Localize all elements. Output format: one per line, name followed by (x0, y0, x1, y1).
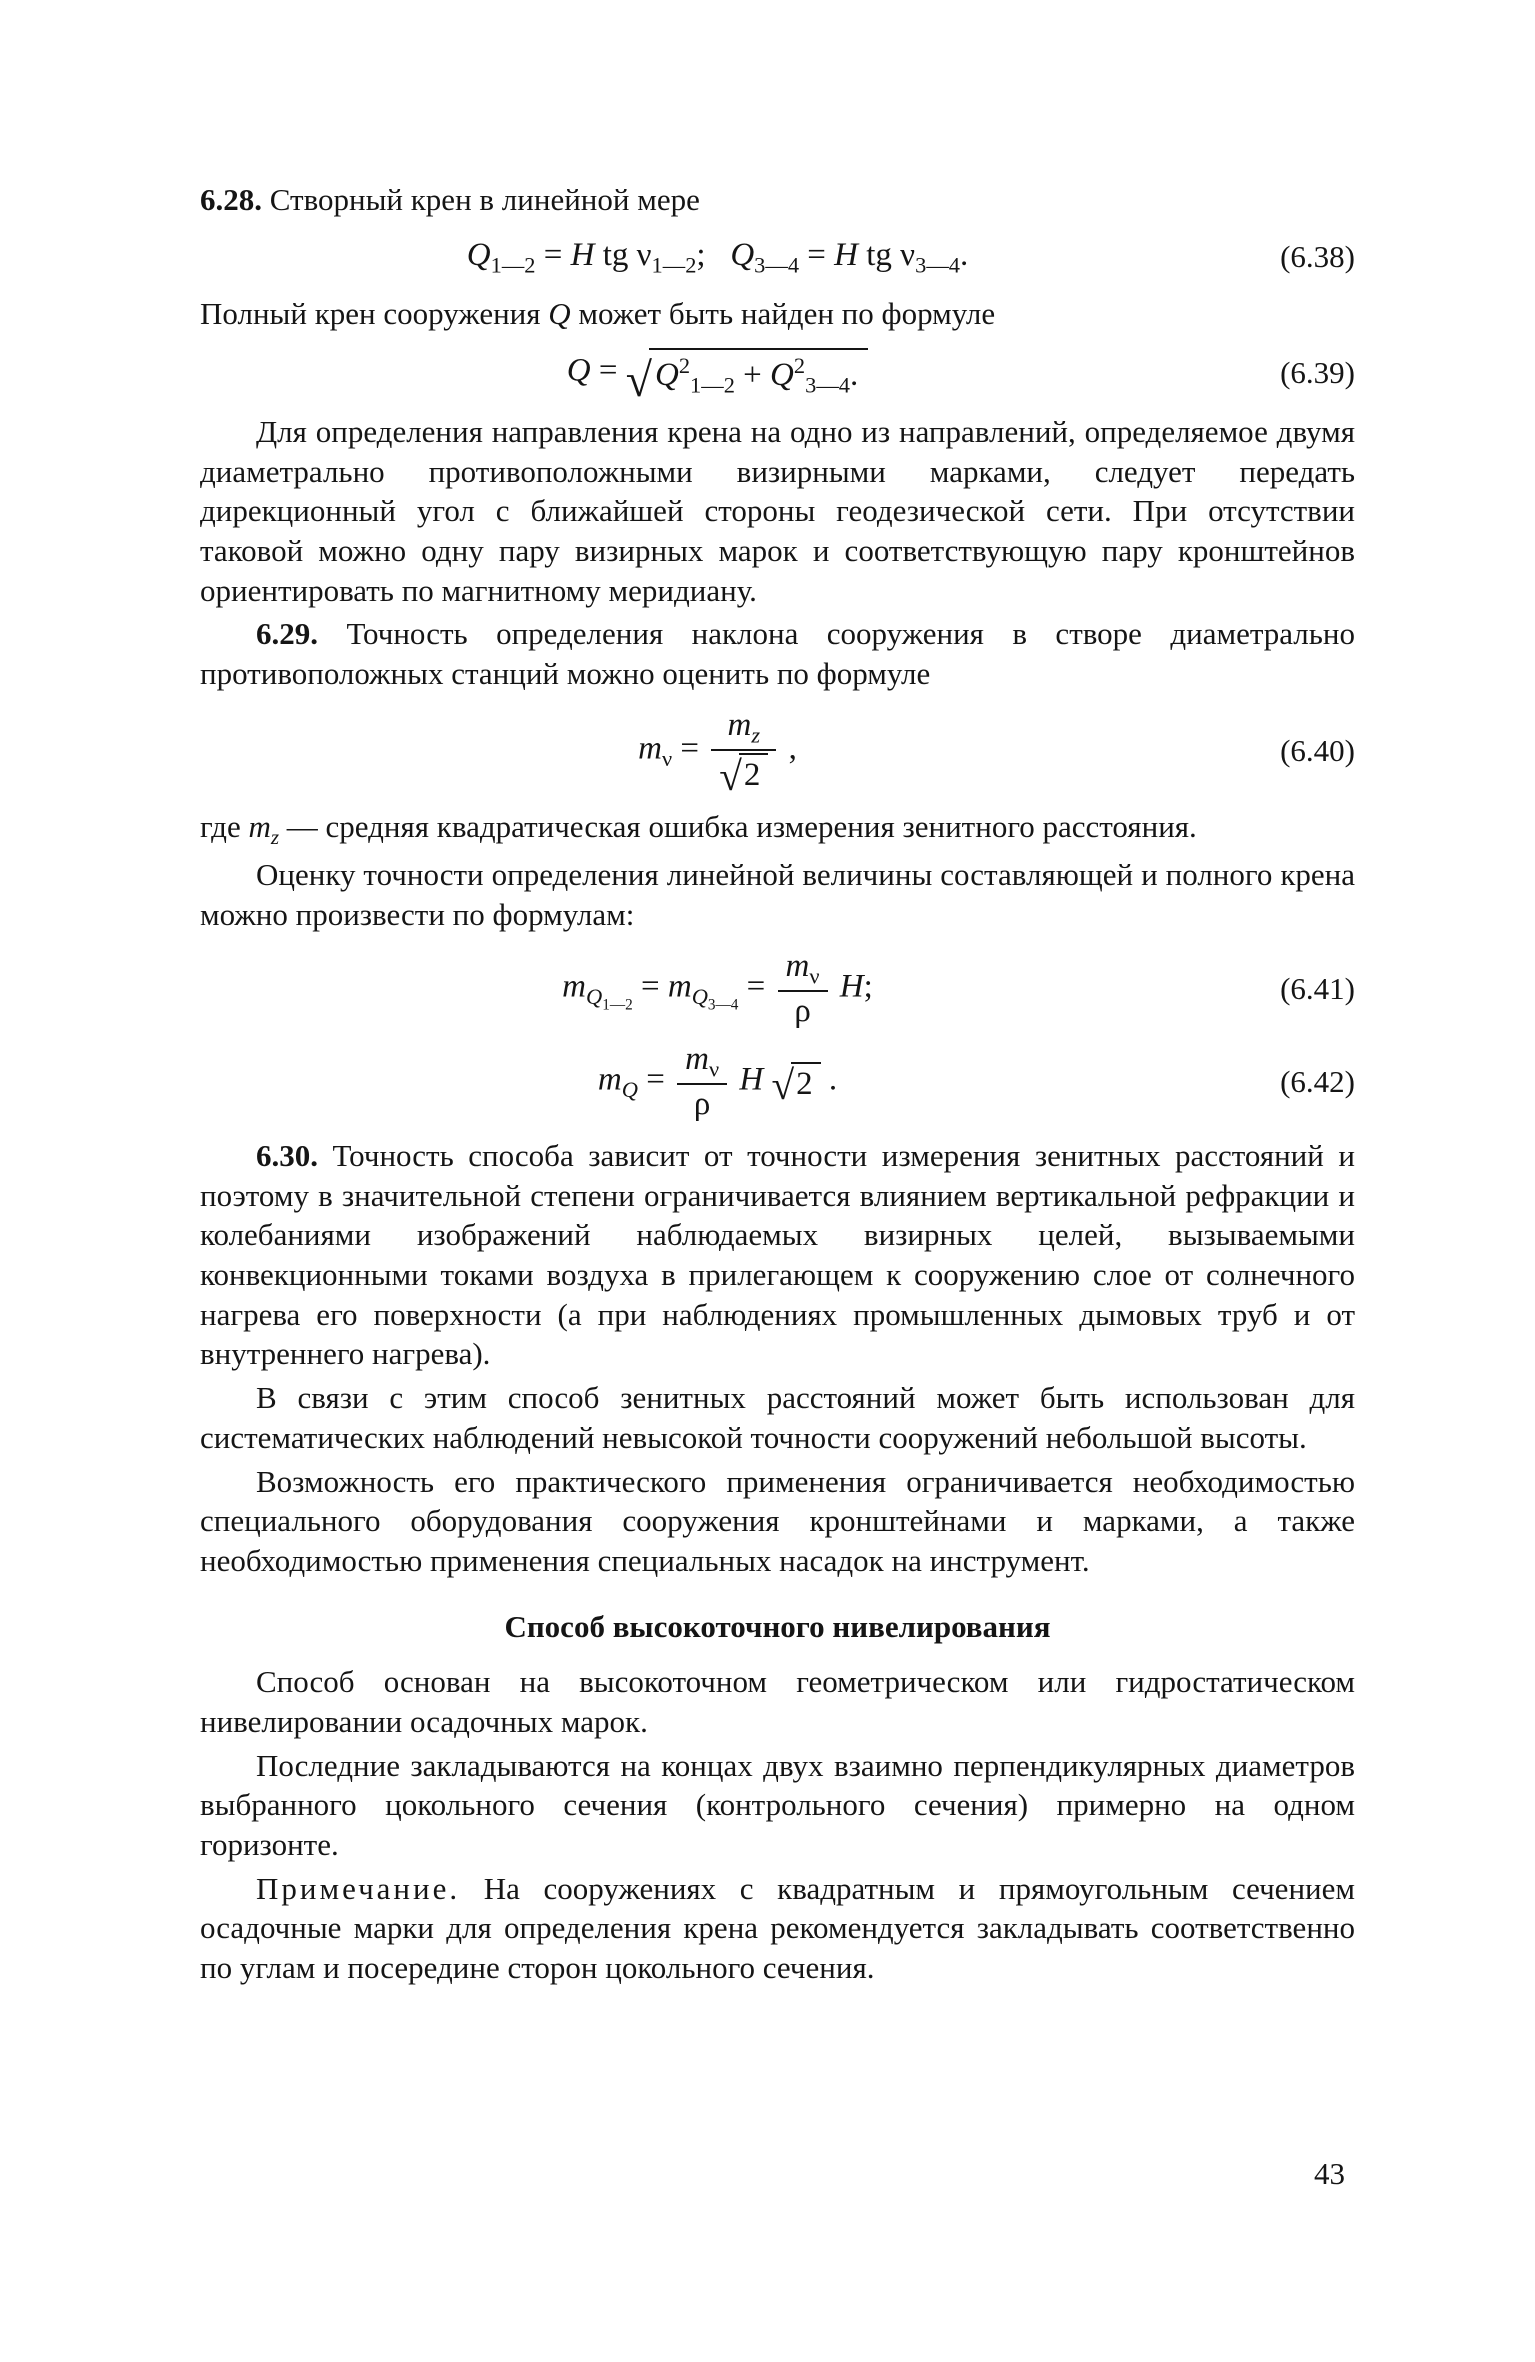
equation-639-row: Q = √ Q21—2 + Q23—4. (6.39) (200, 348, 1355, 398)
fraction-den: √2 (711, 751, 776, 793)
fraction: mz √2 (711, 708, 776, 793)
equation-642-number: (6.42) (1235, 1062, 1355, 1102)
text: Полный крен сооружения Q может быть найд… (200, 296, 995, 331)
section-6-28: 6.28. Створный крен в линейной мере (200, 180, 1355, 220)
equation-642-row: mQ = mνρ H √2 . (6.42) (200, 1042, 1355, 1122)
section-label: 6.28. (200, 182, 262, 217)
para-practical: Возможность его практического применения… (200, 1462, 1355, 1581)
equation-642: mQ = mνρ H √2 . (200, 1042, 1235, 1122)
para-sub1: Способ основан на высокоточном геометрич… (200, 1662, 1355, 1741)
where-sym: m (248, 809, 270, 844)
radical-icon: √ (626, 359, 652, 402)
section-label: 6.29. (256, 616, 318, 651)
where-mz: где mz — средняя квадратическая ошибка и… (200, 807, 1355, 851)
section-text: Точность определения наклона сооружения … (200, 616, 1355, 691)
section-label: 6.30. (256, 1138, 318, 1173)
equation-638: Q1—2 = H tg ν1—2; Q3—4 = H tg ν3—4. (200, 234, 1235, 280)
section-text: Точность способа зависит от точности изм… (200, 1138, 1355, 1371)
equation-641-row: mQ1—2 = mQ3—4 = mνρ H; (6.41) (200, 949, 1355, 1029)
sqrt-wrap: √ Q21—2 + Q23—4. (626, 348, 869, 398)
line-after-638: Полный крен сооружения Q может быть найд… (200, 294, 1355, 334)
para-estimate: Оценку точности определения линейной вел… (200, 855, 1355, 934)
section-6-29: 6.29. Точность определения наклона соору… (200, 614, 1355, 693)
fraction-num: mz (711, 708, 776, 751)
equation-639-number: (6.39) (1235, 353, 1355, 393)
radicand: Q21—2 + Q23—4. (649, 348, 868, 398)
note: Примечание. На сооружениях с квадратным … (200, 1869, 1355, 1988)
para-after-639: Для определения направления крена на одн… (200, 412, 1355, 610)
where-subsym: z (271, 825, 279, 849)
eq-q-symbol: Q (567, 352, 591, 388)
equation-641: mQ1—2 = mQ3—4 = mνρ H; (200, 949, 1235, 1029)
page-number: 43 (1314, 2156, 1345, 2192)
equation-639: Q = √ Q21—2 + Q23—4. (200, 348, 1235, 398)
equation-641-number: (6.41) (1235, 969, 1355, 1009)
section-text: Створный крен в линейной мере (270, 182, 700, 217)
eq-content: Q1—2 = H tg ν1—2; Q3—4 = H tg ν3—4. (467, 237, 968, 273)
section-6-30: 6.30. Точность способа зависит от точнос… (200, 1136, 1355, 1374)
equation-640-number: (6.40) (1235, 731, 1355, 771)
note-label: Примечание. (256, 1871, 460, 1906)
page: 6.28. Створный крен в линейной мере Q1—2… (0, 0, 1535, 2362)
equation-640-row: mν = mz √2 , (6.40) (200, 708, 1355, 793)
where-text: — средняя квадратическая ошибка измерени… (279, 809, 1197, 844)
equation-638-row: Q1—2 = H tg ν1—2; Q3—4 = H tg ν3—4. (6.3… (200, 234, 1355, 280)
para-zenith: В связи с этим способ зенитных расстояни… (200, 1378, 1355, 1457)
subheading: Способ высокоточного нивелирования (200, 1607, 1355, 1647)
where-prefix: где (200, 809, 248, 844)
equation-640: mν = mz √2 , (200, 708, 1235, 793)
text-column: 6.28. Створный крен в линейной мере Q1—2… (200, 180, 1355, 1988)
equation-638-number: (6.38) (1235, 237, 1355, 277)
para-sub2: Последние закладываются на концах двух в… (200, 1746, 1355, 1865)
